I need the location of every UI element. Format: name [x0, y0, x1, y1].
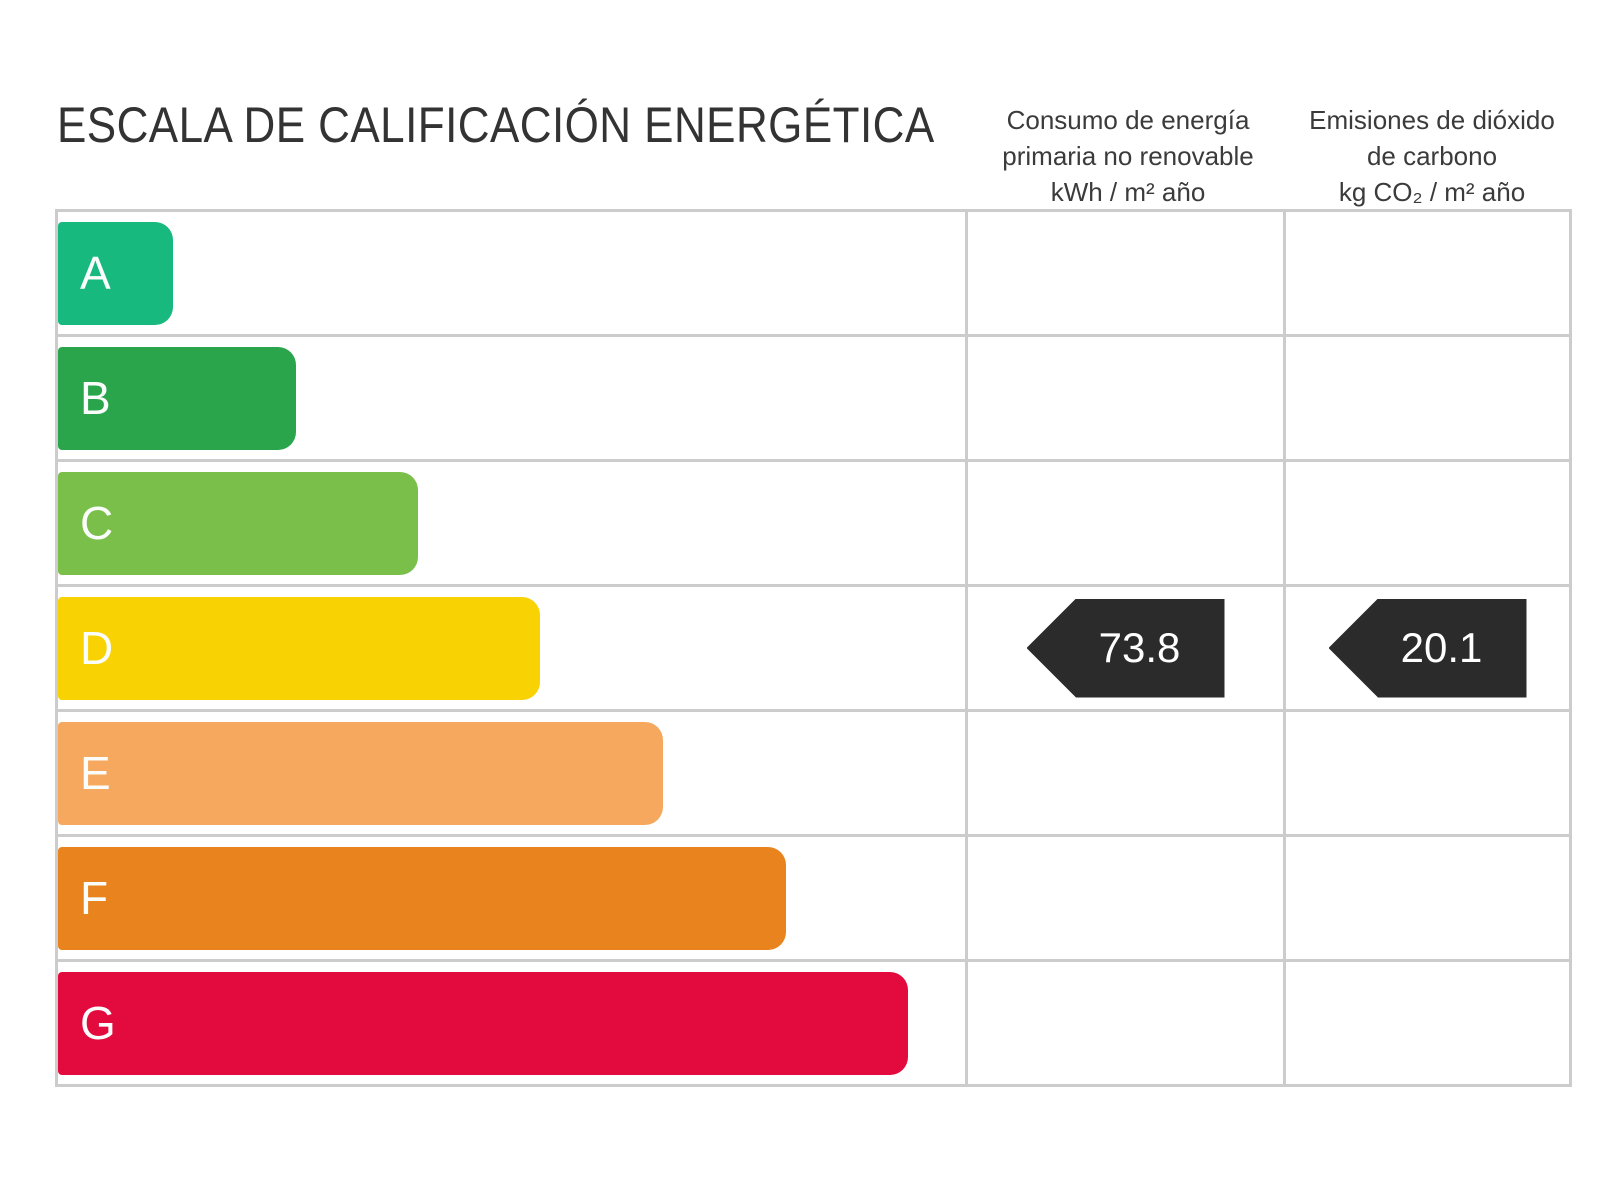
- consumo-cell-b: [968, 337, 1286, 459]
- rating-bar-b: B: [58, 346, 296, 450]
- column-header-consumo-line1: Consumo de energía: [1006, 105, 1250, 135]
- emisiones-cell-c: [1286, 462, 1569, 584]
- rating-bar-cell-a: A: [58, 212, 968, 334]
- rating-letter-b: B: [80, 372, 111, 424]
- emisiones-value: 20.1: [1400, 624, 1483, 671]
- rating-bar-cell-g: G: [58, 962, 968, 1084]
- consumo-cell-d: 73.8: [968, 587, 1286, 709]
- emisiones-cell-f: [1286, 837, 1569, 959]
- rating-letter-d: D: [80, 622, 114, 674]
- column-header-emisiones-line1: Emisiones de dióxido: [1309, 105, 1555, 135]
- consumo-value-badge: 73.8: [1026, 598, 1225, 698]
- rating-letter-c: C: [80, 497, 114, 549]
- rating-bar-g: G: [58, 971, 908, 1075]
- rating-row-c: C: [58, 462, 1569, 587]
- rating-bar-d: D: [58, 596, 540, 700]
- rating-row-f: F: [58, 837, 1569, 962]
- rating-bar-cell-b: B: [58, 337, 968, 459]
- consumo-cell-f: [968, 837, 1286, 959]
- emisiones-cell-b: [1286, 337, 1569, 459]
- rating-bar-a: A: [58, 221, 173, 325]
- emisiones-cell-a: [1286, 212, 1569, 334]
- rating-bar-cell-c: C: [58, 462, 968, 584]
- rating-bar-cell-d: D: [58, 587, 968, 709]
- column-header-consumo-line2: primaria no renovable: [1002, 141, 1254, 171]
- column-header-consumo-unit: kWh / m² año: [1050, 177, 1206, 207]
- rating-bar-cell-e: E: [58, 712, 968, 834]
- rating-letter-g: G: [80, 997, 116, 1049]
- rating-bar-cell-f: F: [58, 837, 968, 959]
- rating-bar-c: C: [58, 471, 418, 575]
- rating-row-g: G: [58, 962, 1569, 1084]
- rating-row-a: A: [58, 212, 1569, 337]
- rating-table: A B C: [55, 209, 1572, 1087]
- rating-row-e: E: [58, 712, 1569, 837]
- rating-row-d: D 73.8 20.1: [58, 587, 1569, 712]
- rating-row-b: B: [58, 337, 1569, 462]
- emisiones-cell-g: [1286, 962, 1569, 1084]
- emisiones-value-badge: 20.1: [1328, 598, 1527, 698]
- emisiones-cell-d: 20.1: [1286, 587, 1569, 709]
- column-header-emisiones-line2: de carbono: [1366, 141, 1498, 171]
- consumo-cell-g: [968, 962, 1286, 1084]
- consumo-value: 73.8: [1098, 624, 1181, 671]
- consumo-cell-c: [968, 462, 1286, 584]
- rating-letter-e: E: [80, 747, 111, 799]
- consumo-cell-a: [968, 212, 1286, 334]
- rating-letter-f: F: [80, 872, 109, 924]
- rating-bar-f: F: [58, 846, 786, 950]
- emisiones-cell-e: [1286, 712, 1569, 834]
- page-title: ESCALA DE CALIFICACIÓN ENERGÉTICA: [57, 97, 935, 153]
- column-header-consumo: Consumo de energía primaria no renovable…: [948, 102, 1308, 210]
- rating-bar-e: E: [58, 721, 663, 825]
- column-header-emisiones: Emisiones de dióxido de carbono kg CO₂ /…: [1252, 102, 1600, 210]
- rating-letter-a: A: [80, 247, 111, 299]
- column-header-emisiones-unit: kg CO₂ / m² año: [1338, 177, 1526, 207]
- consumo-cell-e: [968, 712, 1286, 834]
